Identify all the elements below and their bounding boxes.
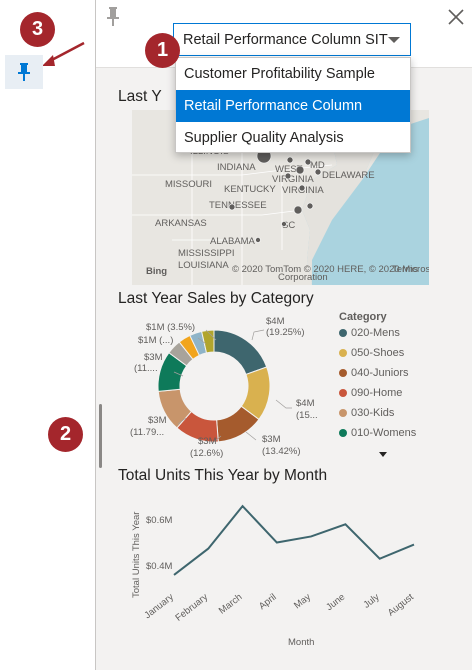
legend-item[interactable]: 040-Juniors [339,367,409,379]
donut-legend: Category 020-Mens 050-Shoes 040-Juniors … [339,311,439,458]
map-label: SC [282,220,295,231]
donut-slices [157,329,271,443]
map-label: LOUISIANA [178,260,229,271]
legend-marker [339,409,347,417]
x-tick-label: March [217,592,245,617]
donut-label: $3M [144,352,163,363]
legend-scroll-down-icon[interactable] [379,452,389,458]
callout-two: 2 [48,417,83,452]
map-copyright: © 2020 TomTom © 2020 HERE, © 2020 Micros… [232,264,429,275]
dropdown-selected-value: Retail Performance Column SIT [183,32,388,48]
map-label: VIRGINIA [272,174,314,185]
donut-label: $1M (3.5%) [146,322,195,333]
donut-slice[interactable] [213,329,268,376]
line-chart[interactable]: Total Units This Year Month $0.6M $0.4M … [118,488,428,658]
donut-label: $4M [266,316,285,327]
menu-item-retail-performance[interactable]: Retail Performance Column [176,90,410,122]
left-gutter: 3 2 [0,0,95,670]
map-copyright-2: Corporation [278,272,328,283]
legend-label: 010-Womens [351,427,417,439]
map-label: MD [310,160,325,171]
donut-label: (12.6%) [190,448,223,459]
resize-handle[interactable] [99,404,102,468]
donut-label: $1M (...) [138,335,173,346]
menu-item-label: Retail Performance Column [184,98,363,114]
x-tick-label: August [386,591,416,618]
map-canvas: ILLINOIS INDIANA WEST VIRGINIA MD DELAWA… [132,110,429,285]
map-label: ALABAMA [210,236,256,247]
bing-logo: Bing [146,266,167,277]
x-tick-label: February [173,592,210,624]
report-select-dropdown[interactable]: Retail Performance Column SIT [173,23,411,56]
donut-chart[interactable]: $4M (19.25%) $4M (15... $3M (13.42%) $3M… [126,310,331,470]
menu-item-label: Customer Profitability Sample [184,66,375,82]
map-label: WEST [275,164,303,175]
callout-three: 3 [20,12,55,47]
pin-pane-button[interactable] [5,55,43,89]
map-label: KENTUCKY [224,184,276,195]
menu-item-label: Supplier Quality Analysis [184,130,344,146]
map-label: INDIANA [217,162,256,173]
legend-item[interactable]: 050-Shoes [339,347,405,359]
map-label: MISSISSIPPI [178,248,235,259]
donut-slice[interactable] [201,329,215,354]
map-label: ARKANSAS [155,218,207,229]
donut-label: (13.42%) [262,446,301,457]
donut-visual-title: Last Year Sales by Category [118,290,429,308]
legend-label: 090-Home [351,387,403,399]
map-label: DELAWARE [322,170,375,181]
donut-label: (11.... [134,363,158,374]
map-label: MISSOURI [165,179,212,190]
legend-item[interactable]: 030-Kids [339,407,395,419]
menu-item-customer-profitability[interactable]: Customer Profitability Sample [176,58,410,90]
donut-label: $3M [148,415,167,426]
report-pane: Retail Performance Column SIT Customer P… [95,0,472,670]
donut-label: $4M [296,398,315,409]
x-tick-label: January [142,592,176,622]
map-terms-link[interactable]: Terms [392,264,418,275]
map-title: Last Y [118,88,162,105]
x-tick-label: June [324,592,347,613]
x-tick-label: May [292,592,313,612]
callout-one: 1 [145,33,180,68]
donut-title: Last Year Sales by Category [118,290,314,307]
chevron-down-icon [388,37,400,43]
map-label: TENNESSEE [209,200,267,211]
menu-item-supplier-quality[interactable]: Supplier Quality Analysis [176,122,410,154]
line-title: Total Units This Year by Month [118,467,328,484]
y-tick-label: $0.4M [146,561,172,572]
legend-label: 040-Juniors [351,367,409,379]
legend-marker [339,389,347,397]
legend-marker [339,369,347,377]
close-icon[interactable] [445,6,467,28]
legend-label: 020-Mens [351,327,400,339]
donut-leader-lines [173,329,292,443]
y-tick-label: $0.6M [146,515,172,526]
x-tick-label: April [257,592,279,612]
legend-label: 050-Shoes [351,347,405,359]
donut-label: (15... [296,410,318,421]
donut-label: (11.79... [130,427,164,438]
series-line[interactable] [173,504,415,576]
pin-icon [18,63,30,81]
legend-label: 030-Kids [351,407,395,419]
line-visual-title: Total Units This Year by Month [118,467,429,485]
x-tick-label: July [361,592,381,611]
legend-item[interactable]: 020-Mens [339,327,400,339]
legend-item[interactable]: 010-Womens [339,427,417,439]
legend-marker [339,329,347,337]
callout-arrow [42,41,85,66]
legend-marker [339,349,347,357]
donut-label: $3M [198,436,217,447]
legend-marker [339,429,347,437]
unpinned-icon[interactable] [106,6,120,28]
x-axis-title: Month [288,637,314,648]
donut-label: $3M [262,434,281,445]
y-axis-title: Total Units This Year [131,512,142,598]
legend-item[interactable]: 090-Home [339,387,403,399]
legend-title: Category [339,311,387,323]
dropdown-menu: Customer Profitability Sample Retail Per… [175,57,411,153]
donut-label: (19.25%) [266,327,305,338]
